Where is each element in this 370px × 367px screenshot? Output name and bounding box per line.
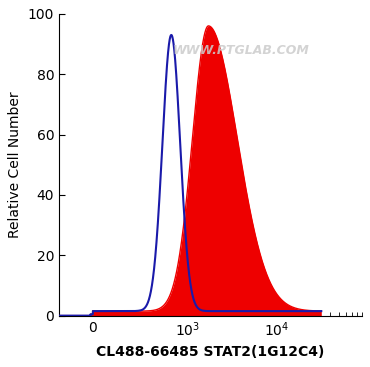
X-axis label: CL488-66485 STAT2(1G12C4): CL488-66485 STAT2(1G12C4) (96, 345, 324, 359)
Text: WWW.PTGLAB.COM: WWW.PTGLAB.COM (172, 44, 309, 57)
Y-axis label: Relative Cell Number: Relative Cell Number (9, 91, 22, 238)
